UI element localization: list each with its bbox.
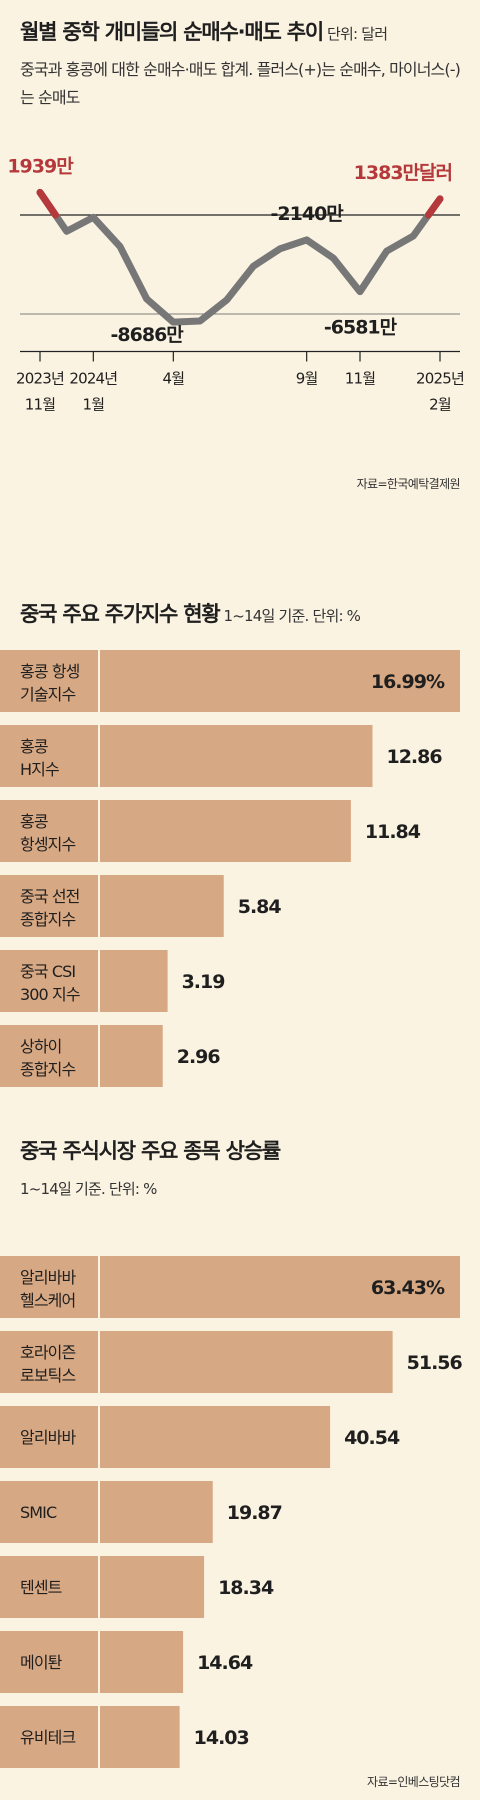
- category-label: 홍콩: [20, 812, 48, 831]
- chart1-source: 자료=한국예탁결제원: [356, 477, 461, 491]
- category-cell: [0, 1331, 98, 1393]
- category-cell: [0, 950, 98, 1012]
- chart2-subtitle: 1~14일 기준. 단위: %: [223, 607, 361, 625]
- category-cell: [0, 1631, 98, 1693]
- data-label: 51.56: [407, 1352, 463, 1374]
- category-label: 300 지수: [20, 985, 80, 1004]
- category-cell: [0, 1025, 98, 1087]
- bar: [100, 950, 168, 1012]
- line-chart: 2023년 11월 2024년 1월 4월 9월 11월 2025년 2월 1939만 -8686만…: [7, 155, 464, 414]
- x-tick-label: 11월: [345, 370, 376, 388]
- data-label: -2140만: [271, 203, 345, 225]
- chart3-subtitle: 1~14일 기준. 단위: %: [20, 1180, 157, 1198]
- bar: [100, 1481, 213, 1543]
- data-label: 5.84: [238, 896, 282, 918]
- bar: [100, 1406, 331, 1468]
- data-label: 3.19: [182, 971, 225, 993]
- bar: [100, 725, 373, 787]
- bar: [100, 1631, 184, 1693]
- positive-segment: [36, 188, 59, 219]
- bar: [100, 1256, 460, 1318]
- category-cell: [0, 1706, 98, 1768]
- category-label: 기술지수: [20, 685, 75, 704]
- chart2-title: 중국 주요 주가지수 현황 1~14일 기준. 단위: %: [20, 602, 361, 626]
- category-cell: [0, 725, 98, 787]
- category-label: 알리바바: [20, 1428, 76, 1447]
- category-label: 알리바바: [20, 1268, 76, 1287]
- data-label: 18.34: [218, 1577, 274, 1599]
- category-label: 상하이: [20, 1037, 61, 1056]
- data-label: 14.03: [194, 1727, 249, 1749]
- data-label: 2.96: [177, 1046, 221, 1068]
- bar: [100, 800, 351, 862]
- category-cell: [0, 800, 98, 862]
- data-label: 1383만달러: [354, 162, 452, 184]
- category-label: 항셍지수: [20, 835, 75, 854]
- category-cell: [0, 1556, 98, 1618]
- data-label: 12.86: [386, 746, 442, 768]
- category-label: 메이퇀: [20, 1653, 63, 1672]
- bar: [100, 650, 460, 712]
- category-label: 중국 선전: [20, 887, 80, 906]
- data-label: 14.64: [197, 1652, 253, 1674]
- positive-segment: [424, 195, 444, 219]
- chart1-title: 월별 중학 개미들의 순매수·매도 추이 단위: 달러: [20, 20, 388, 44]
- data-label: 16.99%: [371, 671, 445, 693]
- category-label: 중국 CSI: [20, 962, 75, 981]
- data-label: 11.84: [365, 821, 421, 843]
- data-label: 1939만: [7, 155, 74, 177]
- category-label: 종합지수: [20, 1060, 75, 1079]
- category-label: 유비테크: [20, 1728, 75, 1747]
- x-tick-label: 2월: [429, 396, 451, 414]
- category-label: 홍콩 항셍: [20, 662, 80, 681]
- x-tick-label: 2025년: [416, 370, 464, 388]
- category-label: 종합지수: [20, 910, 75, 929]
- category-label: 홍콩: [20, 737, 48, 756]
- category-label: 호라이즌: [20, 1343, 75, 1362]
- bar: [100, 1331, 393, 1393]
- category-label: 텐센트: [20, 1578, 62, 1597]
- bar: [100, 875, 224, 937]
- x-tick-label: 9월: [296, 370, 318, 388]
- category-cell: [0, 875, 98, 937]
- x-tick-label: 2023년: [16, 370, 64, 388]
- bar: [100, 1556, 205, 1618]
- data-label: -8686만: [111, 324, 185, 346]
- category-cell: [0, 1481, 98, 1543]
- chart1-unit: 단위: 달러: [327, 25, 388, 43]
- bar: [100, 1025, 163, 1087]
- data-label: 63.43%: [371, 1277, 445, 1299]
- category-cell: [0, 650, 98, 712]
- chart3-source: 자료=인베스팅닷컴: [367, 1775, 461, 1789]
- category-label: H지수: [20, 760, 59, 779]
- x-tick-label: 2024년: [69, 370, 117, 388]
- x-tick-label: 4월: [162, 370, 184, 388]
- data-label: 40.54: [344, 1427, 400, 1449]
- category-label: 헬스케어: [20, 1291, 75, 1310]
- data-label: 19.87: [227, 1502, 282, 1524]
- data-label: -6581만: [324, 317, 398, 339]
- category-cell: [0, 1406, 98, 1468]
- series-line: [36, 188, 444, 326]
- chart3-title: 중국 주식시장 주요 종목 상승률: [20, 1139, 281, 1163]
- x-tick-label: 11월: [25, 396, 56, 414]
- category-label: 로보틱스: [20, 1366, 75, 1385]
- bar: [100, 1706, 180, 1768]
- category-cell: [0, 1256, 98, 1318]
- category-label: SMIC: [20, 1503, 57, 1522]
- x-tick-label: 1월: [82, 396, 104, 414]
- chart1-description: 중국과 홍콩에 대한 순매수·매도 합계. 플러스(+)는 순매수, 마이너스(…: [20, 60, 461, 107]
